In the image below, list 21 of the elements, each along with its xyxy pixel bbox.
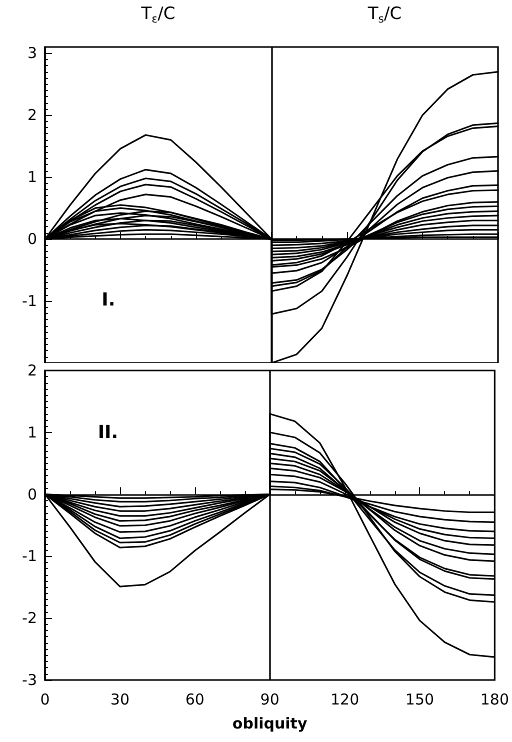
- x-axis-title: obliquity: [232, 714, 308, 732]
- y-tick-label: 2: [27, 362, 37, 380]
- annotation: I.: [102, 289, 116, 310]
- y-tick-label: 1: [27, 168, 37, 186]
- y-tick-label: -3: [22, 671, 37, 689]
- y-tick-label: 1: [27, 423, 37, 442]
- y-tick-label: 0: [27, 485, 37, 504]
- x-tick-label: 0: [40, 690, 50, 708]
- y-tick-label: 2: [27, 106, 37, 124]
- x-tick-label: 120: [330, 690, 360, 708]
- y-tick-label: 3: [27, 44, 37, 62]
- x-tick-label: 60: [185, 690, 204, 708]
- x-tick-label: 180: [480, 690, 510, 708]
- y-tick-label: 0: [27, 230, 37, 248]
- x-tick-label: 90: [260, 690, 280, 708]
- x-tick-label: 150: [405, 690, 434, 708]
- x-tick-label: 30: [110, 690, 130, 708]
- annotation: II.: [98, 422, 118, 443]
- y-tick-label: -1: [22, 547, 37, 566]
- y-tick-label: -1: [22, 292, 37, 310]
- y-tick-label: -2: [22, 609, 37, 628]
